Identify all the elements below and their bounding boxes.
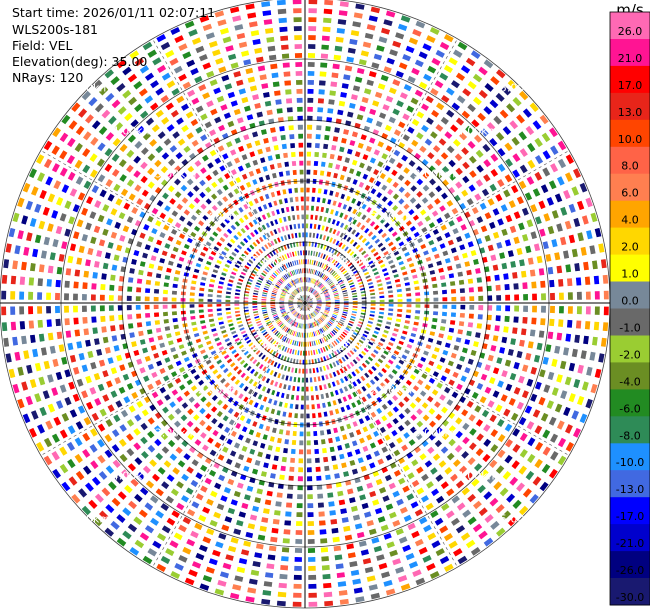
velocity-bins-20	[19, 59, 602, 591]
azimuth-spoke	[304, 38, 458, 304]
colorbar-swatch	[610, 200, 650, 229]
colorbar-swatch	[610, 497, 650, 525]
colorbar-tick-label: -1.0	[619, 322, 640, 335]
colorbar-swatch	[610, 389, 650, 417]
colorbar-tick-label: -8.0	[619, 429, 640, 442]
velocity-colorbar: m/s26.021.017.013.010.08.06.04.02.01.00.…	[609, 1, 650, 606]
colorbar-tick-label: -2.0	[619, 348, 640, 361]
ring-label: 4.00km	[457, 125, 499, 138]
colorbar-swatch	[610, 470, 650, 498]
ring-label: 2.00km	[371, 383, 413, 396]
azimuth-spoke	[304, 302, 570, 456]
colorbar-swatch	[610, 362, 650, 390]
nrays-label: NRays: 120	[12, 70, 84, 85]
colorbar-tick-label: -21.0	[616, 537, 644, 550]
colorbar-swatch	[610, 12, 650, 40]
colorbar-tick-label: 8.0	[621, 160, 639, 173]
colorbar-swatch	[610, 65, 650, 94]
colorbar-swatch	[610, 524, 650, 552]
velocity-bins-4	[17, 17, 591, 574]
colorbar-swatch	[610, 254, 650, 283]
azimuth-spoke	[152, 38, 306, 304]
colorbar-tick-label: -17.0	[616, 510, 644, 523]
ring-label: 1.00km	[241, 254, 283, 267]
ring-label: 5.00km	[500, 513, 542, 526]
colorbar-swatch	[610, 443, 650, 471]
colorbar-tick-label: -26.0	[616, 564, 644, 577]
colorbar-tick-label: -10.0	[616, 456, 644, 469]
colorbar-tick-label: 13.0	[618, 106, 643, 119]
colorbar-tick-label: 10.0	[618, 133, 643, 146]
ring-label: 3.00km	[155, 168, 197, 181]
velocity-field	[1, 0, 609, 607]
azimuth-spoke	[40, 150, 306, 304]
ring-label: 4.00km	[112, 125, 154, 138]
ring-label: 1.00km	[241, 340, 283, 353]
colorbar-swatch	[610, 335, 650, 363]
colorbar-tick-label: 26.0	[618, 25, 643, 38]
velocity-bins-8	[8, 26, 605, 598]
colorbar-tick-label: 6.0	[621, 187, 639, 200]
range-grid	[0, 0, 611, 609]
colorbar-tick-label: 2.0	[621, 241, 639, 254]
colorbar-swatch	[610, 173, 650, 202]
azimuth-spoke	[304, 302, 458, 568]
azimuth-spoke	[152, 302, 306, 568]
velocity-bins-2	[28, 3, 609, 589]
ring-label: 2.00km	[198, 383, 240, 396]
ring-label: 2.00km	[198, 211, 240, 224]
ring-label: 5.00km	[69, 513, 111, 526]
field-label: Field: VEL	[12, 38, 73, 53]
start-time-label: Start time: 2026/01/11 02:07:11	[12, 5, 216, 20]
colorbar-swatch	[610, 578, 650, 606]
azimuth-spoke	[40, 302, 306, 456]
colorbar-tick-label: -13.0	[616, 483, 644, 496]
ring-label: 5.00km	[69, 81, 111, 94]
colorbar-swatch	[610, 227, 650, 256]
ring-label: 5.00km	[500, 81, 542, 94]
instrument-label: WLS200s-181	[12, 22, 98, 37]
colorbar-swatch	[610, 308, 650, 336]
ring-label: 4.00km	[457, 470, 499, 483]
elevation-label: Elevation(deg): 35.00	[12, 54, 148, 69]
ring-label: 1.00km	[327, 340, 369, 353]
colorbar-tick-label: -4.0	[619, 375, 640, 388]
colorbar-tick-label: -30.0	[616, 591, 644, 604]
colorbar-tick-label: -6.0	[619, 402, 640, 415]
colorbar-swatch	[610, 146, 650, 175]
ring-label: 1.00km	[327, 254, 369, 267]
ring-label: 3.00km	[414, 426, 456, 439]
colorbar-swatch	[610, 92, 650, 121]
colorbar-swatch	[610, 119, 650, 148]
colorbar-frame	[609, 11, 650, 606]
colorbar-swatch	[610, 281, 650, 309]
ring-label: 4.00km	[112, 470, 154, 483]
colorbar-tick-label: 0.0	[621, 295, 639, 308]
ring-label: 3.00km	[414, 168, 456, 181]
ring-label: 2.00km	[371, 211, 413, 224]
velocity-bins-5	[43, 0, 589, 598]
colorbar-swatch	[610, 39, 650, 67]
colorbar-swatch	[610, 416, 650, 444]
colorbar-tick-label: 4.0	[621, 214, 639, 227]
ring-label: 3.00km	[155, 426, 197, 439]
colorbar-tick-label: 1.0	[621, 268, 639, 281]
colorbar-swatch	[610, 551, 650, 579]
colorbar-tick-label: 17.0	[618, 79, 643, 92]
colorbar-tick-label: 21.0	[618, 52, 643, 65]
range-ring-labels: 1.00km 1.00km 1.00km 1.00km 2.00km 2.00km 2.00…	[69, 81, 542, 525]
azimuth-spoke	[304, 150, 570, 304]
